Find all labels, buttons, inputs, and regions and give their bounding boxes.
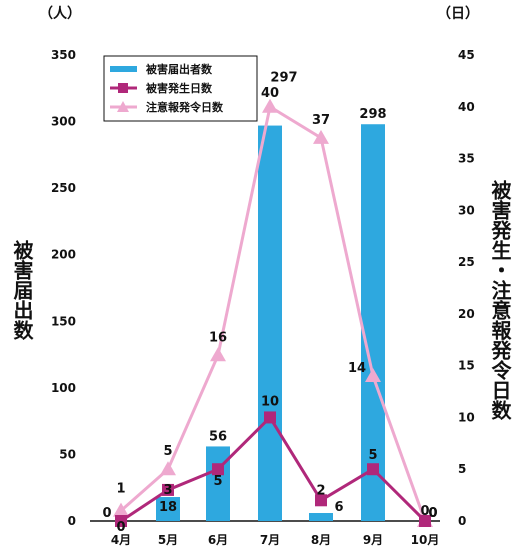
bar-value-label-0: 0 [102, 506, 111, 521]
marker-square-5 [367, 463, 379, 476]
right-tick-label-0: 0 [458, 514, 466, 528]
legend-bar-swatch [110, 66, 137, 72]
bar-value-label-1: 18 [159, 500, 177, 515]
right-axis-unit: （日） [437, 6, 479, 22]
damage-days-label-5: 5 [368, 448, 377, 463]
left-tick-label-1: 50 [59, 447, 76, 461]
marker-square-2 [212, 463, 224, 476]
left-tick-label-4: 200 [51, 248, 76, 262]
legend-label-damage-days: 被害発生日数 [146, 81, 213, 95]
bar-value-label-5: 298 [359, 107, 386, 122]
marker-triangle-3 [262, 98, 278, 113]
warning-days-label-1: 5 [163, 444, 172, 459]
warning-days-label-2: 16 [209, 330, 227, 345]
marker-square-3 [264, 411, 276, 424]
legend-label-warning-days: 注意報発令日数 [146, 100, 224, 114]
x-tick-labels: 4月 5月 6月 7月 8月 9月 10月 [111, 533, 440, 547]
right-tick-label-3: 15 [458, 359, 475, 373]
warning-days-label-0: 1 [116, 482, 125, 497]
right-tick-label-5: 25 [458, 255, 475, 269]
marker-square-0 [115, 515, 127, 527]
x-tick-label-4: 8月 [311, 533, 331, 547]
bar-4 [309, 513, 333, 521]
damage-days-label-0: 0 [116, 520, 125, 535]
right-tick-label-9: 45 [458, 48, 475, 62]
x-tick-label-6: 10月 [411, 533, 440, 547]
bar-value-label-2: 56 [209, 429, 227, 444]
warning-days-label-6: 0 [428, 506, 437, 521]
x-tick-label-0: 4月 [111, 533, 131, 547]
left-axis-title: 被害届出数 [10, 239, 34, 341]
marker-triangle-5 [365, 368, 381, 383]
damage-days-label-2: 5 [213, 474, 222, 489]
left-tick-label-5: 250 [51, 181, 76, 195]
legend-triangle-marker [117, 101, 129, 112]
bar-3 [258, 125, 282, 522]
left-tick-label-0: 0 [68, 514, 76, 528]
damage-days-label-6: 0 [428, 506, 437, 521]
legend: 被害届出者数 被害発生日数 注意報発令日数 [103, 55, 258, 122]
bar-1 [156, 497, 180, 521]
x-tick-label-1: 5月 [158, 533, 178, 547]
damage-days-label-1: 3 [163, 483, 172, 498]
left-tick-labels: 0 50 100 150 200 250 300 350 [51, 48, 76, 528]
right-tick-labels: 0 5 10 15 20 25 30 35 40 45 [458, 48, 475, 528]
bar-5 [361, 124, 385, 521]
legend-label-bar: 被害届出者数 [146, 62, 213, 76]
right-tick-label-6: 30 [458, 203, 475, 217]
warning-days-label-4: 37 [312, 113, 330, 128]
warning-days-label-3: 40 [261, 86, 279, 101]
warning-days-label-5: 14 [348, 361, 366, 376]
bar-series [156, 124, 385, 522]
bar-value-label-3: 297 [270, 71, 297, 86]
x-tick-label-2: 6月 [208, 533, 228, 547]
x-tick-label-5: 9月 [363, 533, 383, 547]
bar-value-label-4: 6 [334, 500, 343, 515]
right-tick-label-8: 40 [458, 100, 475, 114]
right-tick-label-1: 5 [458, 462, 466, 476]
marker-square-6 [419, 515, 431, 527]
marker-triangle-2 [210, 347, 226, 362]
right-tick-label-7: 35 [458, 152, 475, 166]
left-tick-label-7: 350 [51, 48, 76, 62]
marker-square-4 [315, 494, 327, 507]
left-tick-label-2: 100 [51, 381, 76, 395]
right-axis-title: 被害発生・注意報発令日数 [488, 179, 512, 421]
marker-triangle-0 [113, 502, 129, 517]
marker-square-1 [162, 483, 174, 496]
bar-2 [206, 446, 230, 521]
damage-days-label-4: 2 [316, 483, 325, 498]
bar-value-label-6: 0 [420, 504, 429, 519]
damage-days-label-3: 10 [261, 394, 279, 409]
left-tick-label-3: 150 [51, 314, 76, 328]
legend-square-marker [118, 83, 128, 93]
left-axis-unit: （人） [39, 5, 81, 22]
left-tick-label-6: 300 [51, 115, 76, 129]
line-series [113, 98, 433, 527]
x-tick-label-3: 7月 [260, 533, 280, 547]
marker-triangle-1 [160, 461, 176, 476]
right-tick-label-2: 10 [458, 410, 475, 424]
right-tick-label-4: 20 [458, 307, 475, 321]
marker-triangle-4 [313, 129, 329, 144]
